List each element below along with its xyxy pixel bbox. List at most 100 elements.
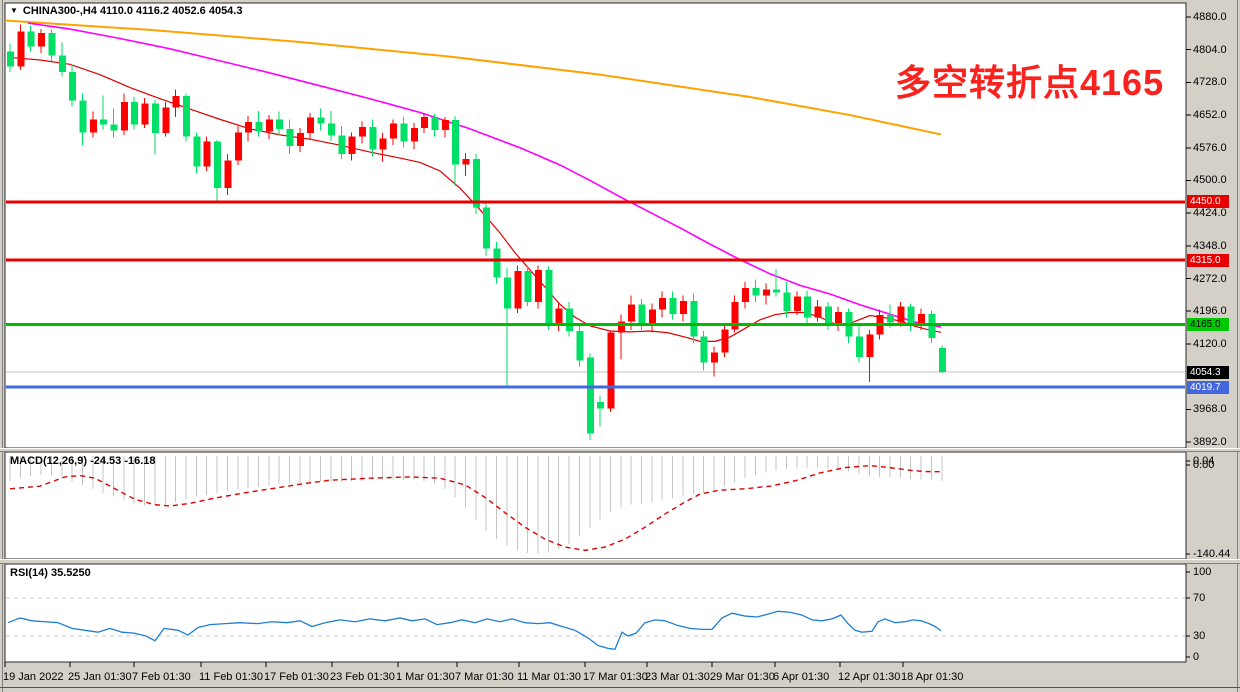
rsi-axis-label: 30 xyxy=(1193,630,1206,642)
candle-down xyxy=(79,100,87,133)
candle-up xyxy=(679,300,687,314)
rsi-axis-label: 0 xyxy=(1193,651,1200,663)
candle-up xyxy=(296,133,304,147)
candle-down xyxy=(887,315,895,323)
candle-down xyxy=(255,121,263,132)
time-axis-label: 25 Jan 01:30 xyxy=(68,671,132,683)
candle-up xyxy=(617,321,625,333)
candle-down xyxy=(524,270,532,303)
macd-indicator-label: MACD(12,26,9) -24.53 -16.18 xyxy=(10,455,156,467)
candle-up xyxy=(535,269,543,303)
candle-down xyxy=(400,123,408,142)
time-axis-label: 29 Mar 01:30 xyxy=(710,671,775,683)
candle-up xyxy=(897,306,905,323)
price-tick-label: 4728.0 xyxy=(1193,76,1227,89)
candle-down xyxy=(151,103,159,134)
ma-slow-orange xyxy=(4,19,942,136)
rsi-line xyxy=(7,610,942,651)
candle-down xyxy=(48,32,56,56)
panel-splitter-rsi[interactable] xyxy=(0,559,1240,564)
candle-up xyxy=(234,132,242,161)
candle-down xyxy=(503,277,511,309)
candle-up xyxy=(514,270,522,309)
candle-down xyxy=(669,297,677,314)
time-axis-label: 17 Feb 01:30 xyxy=(264,671,329,683)
time-axis-label: 1 Mar 01:30 xyxy=(396,671,455,683)
candle-up xyxy=(762,289,770,296)
time-axis-label: 11 Mar 01:30 xyxy=(517,671,582,683)
candle-down xyxy=(286,128,294,147)
candle-down xyxy=(824,306,832,325)
candle-down xyxy=(27,31,35,47)
candle-down xyxy=(7,51,14,67)
candle-up xyxy=(172,96,180,108)
ma-mid-magenta xyxy=(27,22,942,328)
candle-down xyxy=(783,292,791,311)
candle-down xyxy=(700,336,708,363)
candle-down xyxy=(586,357,594,434)
candle-up xyxy=(38,32,46,47)
candle-down xyxy=(690,300,698,337)
candle-up xyxy=(224,160,232,189)
candle-down xyxy=(100,119,108,125)
candle-down xyxy=(110,124,118,131)
candle-down xyxy=(576,331,584,361)
candle-up xyxy=(410,127,418,142)
price-badge: 4315.0 xyxy=(1187,253,1229,267)
symbol-collapse-icon[interactable]: ▼ xyxy=(10,6,18,15)
panel-background xyxy=(4,2,1187,449)
time-axis-label: 11 Feb 01:30 xyxy=(199,671,264,683)
candle-down xyxy=(338,135,346,154)
time-axis-separator xyxy=(0,687,1240,688)
time-axis-label: 18 Apr 01:30 xyxy=(901,671,964,683)
price-badge: 4450.0 xyxy=(1187,195,1229,209)
rsi-axis-label: 70 xyxy=(1193,592,1206,604)
candle-down xyxy=(452,120,460,165)
panel-background xyxy=(4,451,1187,560)
price-tick-label: 4652.0 xyxy=(1193,109,1227,122)
candle-up xyxy=(866,334,874,357)
candle-up xyxy=(421,117,429,128)
time-axis-label: 6 Apr 01:30 xyxy=(773,671,830,683)
candle-up xyxy=(462,158,470,165)
candle-up xyxy=(711,352,719,363)
time-axis-label: 23 Mar 01:30 xyxy=(645,671,710,683)
candle-up xyxy=(607,332,615,409)
candle-down xyxy=(58,55,66,73)
panel-splitter-macd[interactable] xyxy=(0,448,1240,452)
candle-down xyxy=(907,306,915,326)
rsi-indicator-label: RSI(14) 35.5250 xyxy=(10,567,91,579)
time-axis-label: 19 Jan 2022 xyxy=(3,671,64,683)
candle-up xyxy=(348,136,356,154)
candle-down xyxy=(214,141,222,189)
window-left-border xyxy=(2,0,3,692)
candle-down xyxy=(804,296,812,318)
candle-up xyxy=(17,31,25,67)
candle-up xyxy=(141,103,149,125)
candle-down xyxy=(472,158,480,208)
candle-up xyxy=(793,296,801,311)
time-axis-label: 7 Mar 01:30 xyxy=(455,671,514,683)
candle-down xyxy=(69,72,77,101)
candle-down xyxy=(276,119,284,129)
candle-up xyxy=(555,308,563,324)
candle-up xyxy=(628,304,636,322)
candle-down xyxy=(493,248,501,278)
candle-up xyxy=(742,288,750,303)
macd-axis-label: 0.00 xyxy=(1193,459,1215,471)
candle-up xyxy=(359,127,367,137)
candle-down xyxy=(566,308,574,332)
candle-up xyxy=(162,107,170,134)
price-tick-label: 4576.0 xyxy=(1193,141,1227,154)
price-tick-label: 4272.0 xyxy=(1193,272,1227,285)
candle-down xyxy=(183,96,191,137)
macd-axis-label: 0.04 xyxy=(1193,455,1215,467)
price-tick-label: 4880.0 xyxy=(1193,11,1227,23)
candle-up xyxy=(835,312,843,325)
price-tick-label: 4348.0 xyxy=(1193,239,1227,252)
candle-up xyxy=(390,123,398,139)
candle-up xyxy=(441,120,449,131)
symbol-ohlc-text: CHINA300-,H4 4110.0 4116.2 4052.6 4054.3 xyxy=(22,5,243,17)
